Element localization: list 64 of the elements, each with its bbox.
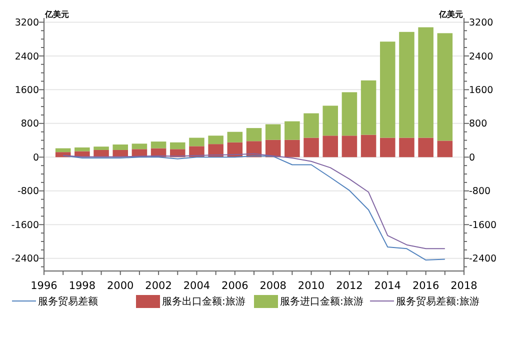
bar xyxy=(342,92,358,136)
bar xyxy=(132,144,148,150)
y2-tick-label: 800 xyxy=(469,118,488,130)
bar xyxy=(304,113,319,138)
bar xyxy=(246,128,262,142)
bar xyxy=(74,147,90,152)
x-tick-label: 2004 xyxy=(183,280,210,292)
x-tick-label: 2008 xyxy=(260,280,286,292)
x-tick-label: 1996 xyxy=(30,280,58,292)
y2-tick-label: -1600 xyxy=(469,220,497,231)
x-tick-label: 1998 xyxy=(68,280,96,292)
legend-label: 服务贸易差额 xyxy=(38,296,98,308)
bar xyxy=(418,138,434,158)
bar xyxy=(322,106,338,136)
bar xyxy=(189,138,204,146)
y2-tick-label: -2400 xyxy=(469,254,497,265)
bar xyxy=(322,136,338,158)
bar xyxy=(94,146,109,150)
bar xyxy=(150,142,166,148)
x-tick-label: 2018 xyxy=(450,280,478,292)
y-tick-label: -800 xyxy=(17,186,39,198)
bar xyxy=(360,80,376,135)
bar xyxy=(437,33,453,141)
bar xyxy=(227,132,243,142)
bar xyxy=(380,138,396,158)
x-tick-label: 2000 xyxy=(106,280,134,292)
x-tick-label: 2016 xyxy=(412,280,440,292)
y2-tick-label: 3200 xyxy=(469,18,494,29)
y2-tick-label: 0 xyxy=(469,152,476,164)
bar xyxy=(360,134,376,158)
legend-label: 服务贸易差额:旅游 xyxy=(396,296,480,308)
bar xyxy=(399,32,414,138)
x-tick-label: 2014 xyxy=(374,280,402,292)
bar xyxy=(437,140,453,158)
y-axis-title: 亿美元 xyxy=(44,9,69,19)
bar xyxy=(284,140,300,158)
y2-tick-label: 2400 xyxy=(469,51,494,62)
y-tick-label: 800 xyxy=(20,118,39,130)
y2-tick-label: 1600 xyxy=(469,85,494,96)
bar xyxy=(170,142,186,150)
x-tick-label: 2006 xyxy=(222,280,249,292)
bar xyxy=(399,138,414,158)
legend-label: 服务进口金额:旅游 xyxy=(280,296,364,308)
y-tick-label: 3200 xyxy=(14,18,39,29)
y2-axis-title: 亿美元 xyxy=(438,9,463,19)
bar xyxy=(55,148,71,152)
legend-label: 服务出口金额:旅游 xyxy=(162,296,246,308)
x-tick-label: 2010 xyxy=(298,280,325,292)
bar xyxy=(112,144,128,150)
y2-tick-label: -800 xyxy=(469,186,491,198)
bar xyxy=(380,42,396,138)
y-tick-label: 1600 xyxy=(14,85,39,96)
y-tick-label: 0 xyxy=(32,152,39,164)
x-tick-label: 2012 xyxy=(336,280,363,292)
bar xyxy=(284,121,300,140)
bar xyxy=(304,138,319,158)
y-tick-label: 2400 xyxy=(14,51,39,62)
y-tick-label: -2400 xyxy=(11,254,39,265)
bar xyxy=(342,136,358,158)
bar xyxy=(265,124,281,140)
bar xyxy=(208,136,224,144)
x-tick-label: 2002 xyxy=(145,280,172,292)
y-tick-label: -1600 xyxy=(11,220,39,231)
bar xyxy=(418,27,434,138)
